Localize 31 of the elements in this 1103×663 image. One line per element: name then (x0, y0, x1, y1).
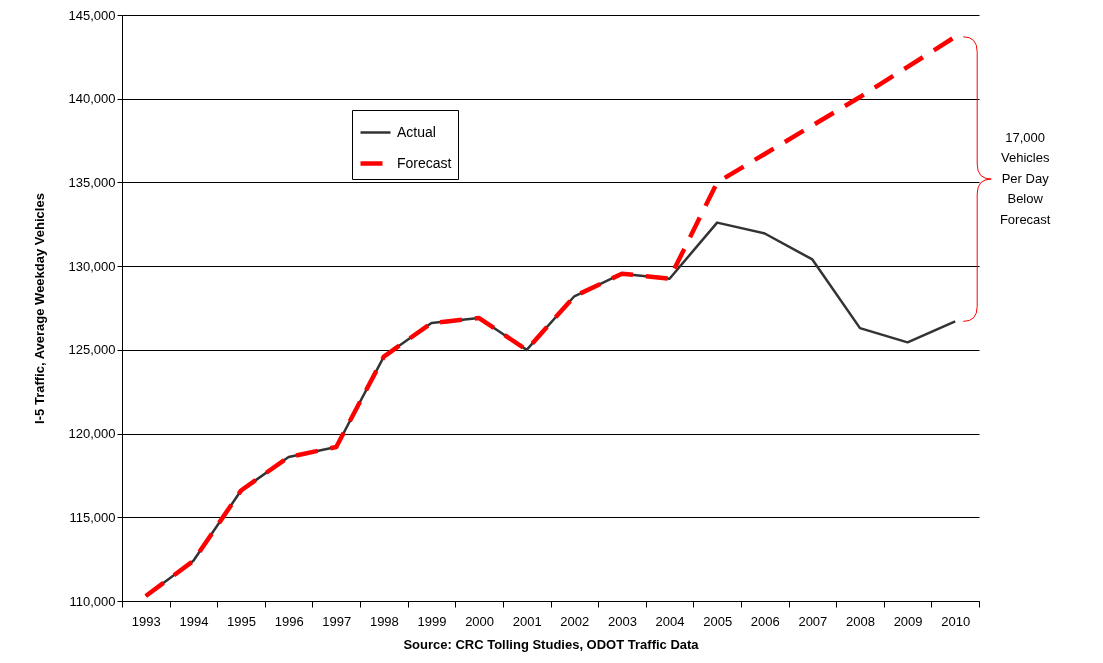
x-tick-label: 1997 (322, 613, 352, 629)
y-tick-label: 115,000 (69, 509, 116, 525)
x-tick-label: 2001 (512, 613, 542, 629)
x-tick-label: 2002 (560, 613, 590, 629)
x-tick-label: 1998 (369, 613, 399, 629)
y-tick-label: 120,000 (68, 426, 116, 442)
y-tick-label: 145,000 (68, 7, 116, 23)
x-tick-label: 2009 (893, 613, 923, 629)
text: 17,000 Vehicles Per Day Below Forecast (998, 128, 1052, 229)
x-tick-label: 2003 (607, 613, 637, 629)
legend-label: Actual (397, 123, 436, 140)
x-tick-label: 2006 (750, 613, 780, 629)
y-tick-label: 125,000 (68, 342, 116, 358)
y-tick-label: 135,000 (68, 174, 116, 190)
x-tick-label: 1996 (274, 613, 304, 629)
x-tick-label: 2004 (655, 613, 685, 629)
legend-label: Forecast (397, 154, 452, 171)
y-tick-label: 130,000 (68, 258, 116, 274)
y-tick-label: 140,000 (68, 91, 116, 107)
y-axis-title: I-5 Traffic, Average Weekday Vehicles (31, 193, 47, 424)
x-tick-label: 2005 (703, 613, 733, 629)
x-tick-label: 1999 (417, 613, 447, 629)
y-tick-label: 110,000 (69, 593, 116, 609)
source-note: Source: CRC Tolling Studies, ODOT Traffic Data (403, 636, 700, 652)
x-tick-label: 2008 (846, 613, 875, 629)
x-tick-label: 2007 (798, 613, 828, 629)
x-tick-label: 1993 (131, 613, 161, 629)
x-tick-label: 1994 (179, 613, 209, 629)
x-tick-label: 2000 (465, 613, 495, 629)
x-tick-label: 2010 (941, 613, 971, 629)
x-tick-label: 1995 (227, 613, 256, 629)
